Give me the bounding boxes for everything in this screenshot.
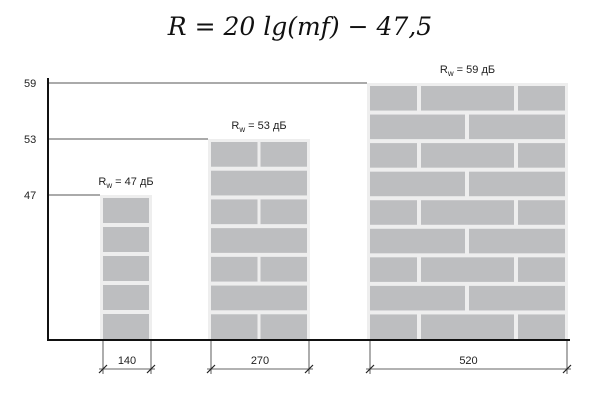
thickness-label: 270 — [251, 355, 269, 367]
brick — [518, 314, 565, 339]
formula-title: R = 20 lg(mf) − 47,5 — [167, 12, 433, 41]
brick — [260, 314, 307, 339]
dimension-tick — [146, 364, 156, 374]
dimension-tick — [206, 364, 216, 374]
brick — [421, 257, 514, 282]
brick — [370, 285, 465, 311]
y-tick-label: 47 — [24, 190, 36, 202]
brick — [370, 171, 465, 197]
brick — [421, 314, 514, 339]
thickness-label: 140 — [118, 355, 136, 367]
dimension-tick — [304, 364, 314, 374]
brick — [518, 143, 565, 168]
brick — [103, 285, 149, 310]
brick — [211, 170, 307, 196]
brick — [103, 314, 149, 339]
brick — [211, 285, 307, 311]
dimension-tick — [562, 364, 572, 374]
brick — [211, 142, 258, 167]
brick — [469, 114, 565, 140]
brick — [469, 171, 565, 197]
brick — [370, 257, 417, 282]
value-label: Rw = 59 дБ — [440, 64, 495, 78]
brick — [370, 314, 417, 339]
brick — [370, 143, 417, 168]
brick — [518, 257, 565, 282]
brick — [211, 256, 258, 282]
brick — [103, 256, 149, 281]
brick — [518, 86, 565, 111]
brick — [260, 256, 307, 282]
value-label: Rw = 47 дБ — [98, 176, 153, 190]
brick — [211, 199, 258, 225]
y-tick-label: 59 — [24, 78, 36, 90]
brick — [421, 86, 514, 111]
brick — [469, 228, 565, 254]
brick — [370, 114, 465, 140]
dimension-tick — [98, 364, 108, 374]
brick — [421, 143, 514, 168]
brick — [370, 228, 465, 254]
brick — [103, 227, 149, 252]
brick — [421, 200, 514, 225]
brick — [260, 199, 307, 225]
brick — [211, 314, 258, 339]
brick — [211, 228, 307, 253]
brick — [370, 200, 417, 225]
dimension-tick — [365, 364, 375, 374]
thickness-label: 520 — [459, 355, 477, 367]
y-tick-label: 53 — [24, 134, 36, 146]
brick — [370, 86, 417, 111]
brick — [518, 200, 565, 225]
value-label: Rw = 53 дБ — [231, 120, 286, 134]
brick — [103, 198, 149, 223]
brick — [260, 142, 307, 167]
brick — [469, 285, 565, 311]
